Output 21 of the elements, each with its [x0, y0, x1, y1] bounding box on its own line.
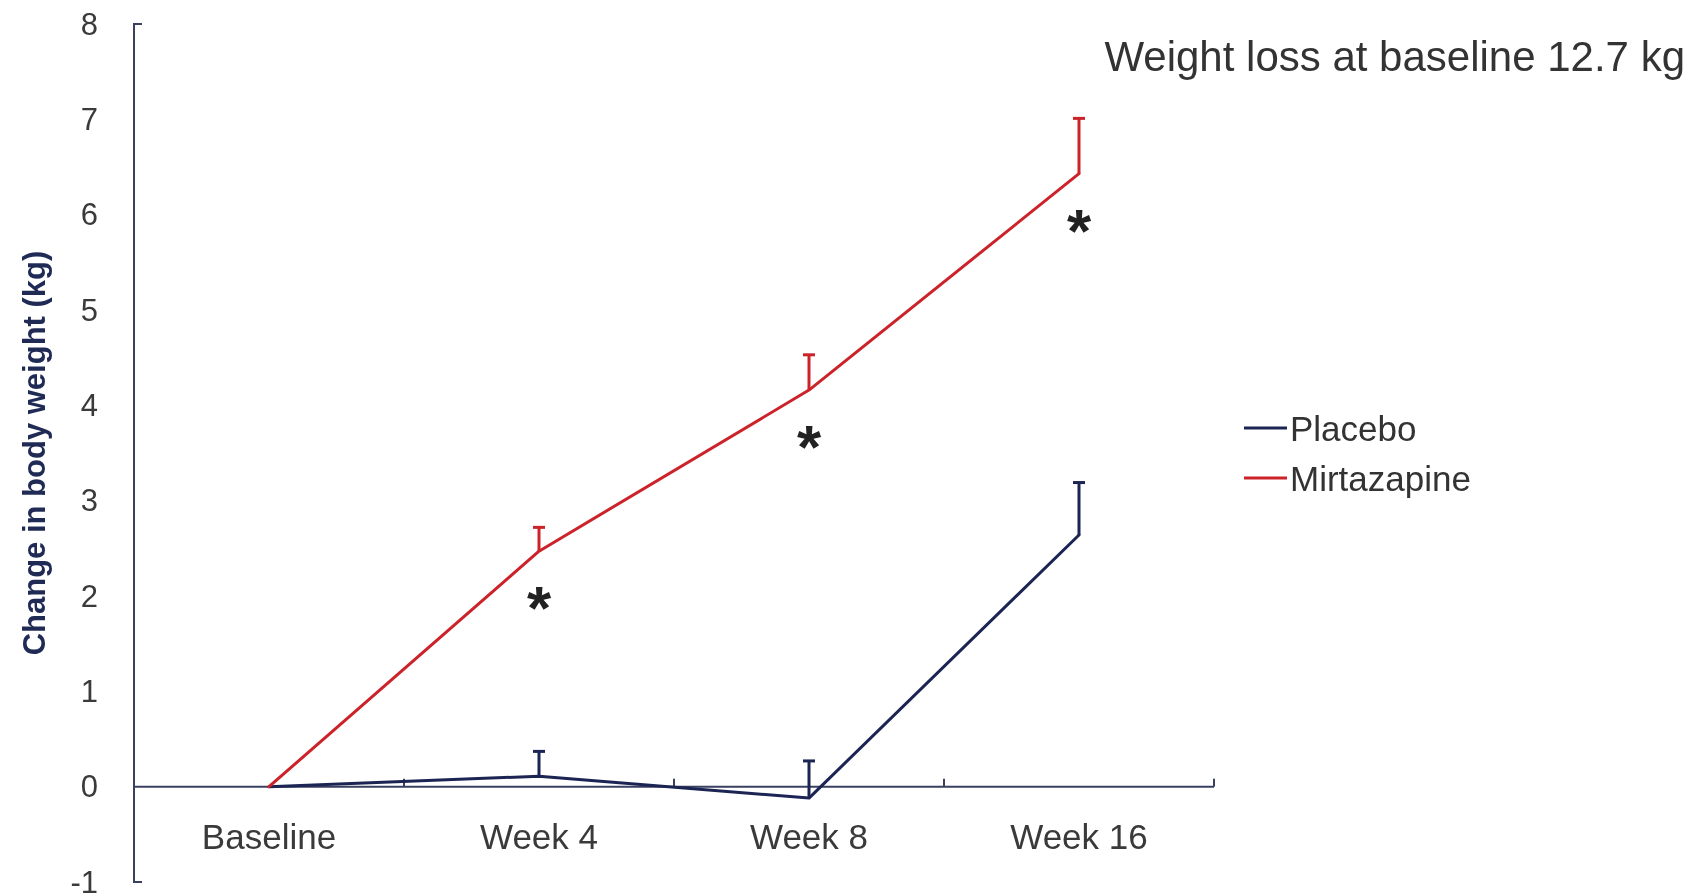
y-tick-label: 6	[80, 197, 98, 233]
x-tick-label: Week 4	[479, 817, 599, 857]
y-tick-label: 8	[80, 6, 98, 42]
annotation: *	[1066, 195, 1092, 265]
y-tick-label: 2	[80, 578, 98, 614]
annotation: Weight loss at baseline 12.7 kg	[1104, 32, 1685, 80]
annotation: *	[526, 573, 552, 643]
y-tick-label: 4	[80, 387, 98, 423]
y-tick-label: 3	[80, 483, 98, 519]
annotation: *	[796, 412, 822, 482]
legend-label: Placebo	[1290, 408, 1417, 448]
x-tick-label: Baseline	[201, 817, 337, 857]
x-tick-label: Week 16	[1010, 817, 1148, 857]
y-tick-label: 1	[80, 673, 98, 709]
y-tick-label: 0	[80, 769, 98, 805]
y-axis-title: Change in body weight (kg)	[16, 250, 52, 656]
y-tick-label: 7	[80, 101, 98, 137]
x-tick-label: Week 8	[749, 817, 869, 857]
legend-label: Mirtazapine	[1290, 458, 1471, 498]
y-tick-label: -1	[70, 864, 98, 896]
y-tick-label: 5	[80, 292, 98, 328]
